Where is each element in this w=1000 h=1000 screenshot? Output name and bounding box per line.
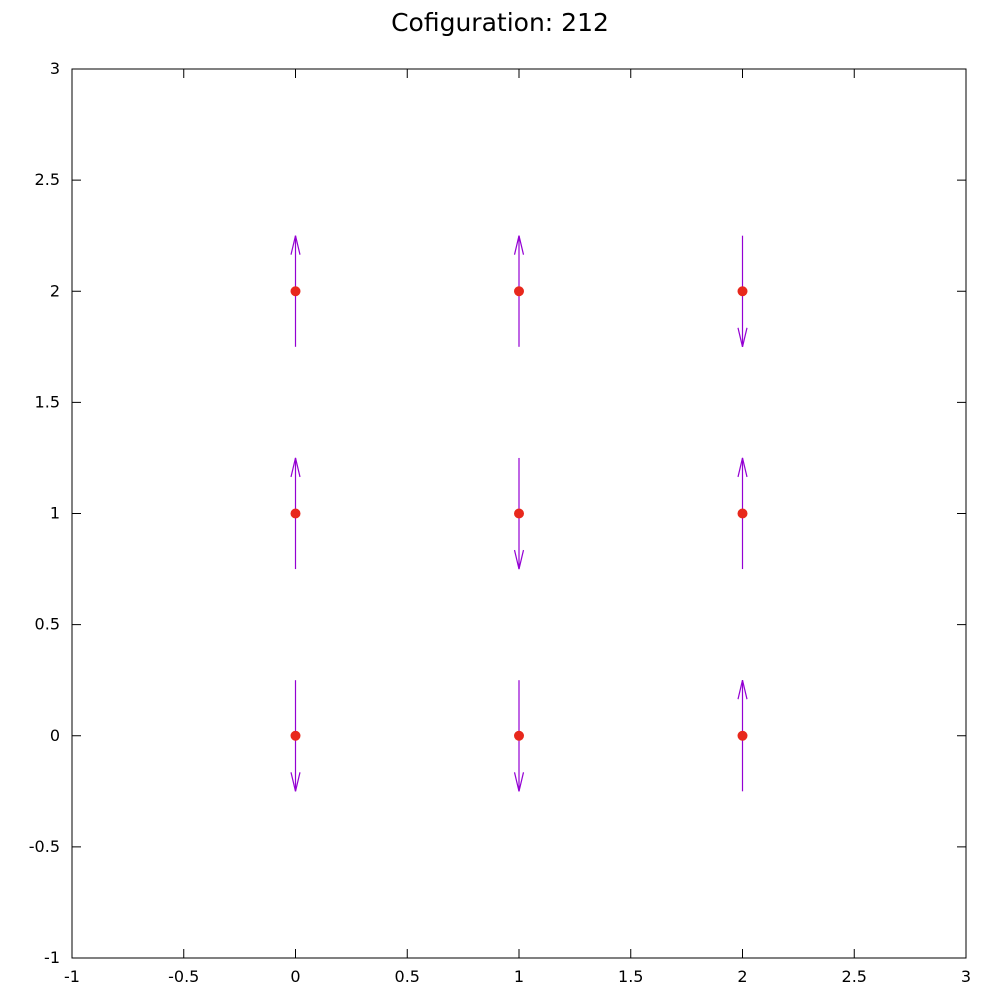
- ticks: [71, 68, 967, 959]
- y-tick-label: 1: [50, 504, 60, 523]
- y-tick-label: -1: [44, 948, 60, 967]
- y-tick-label: 0: [50, 726, 60, 745]
- x-tick-label: 2.5: [842, 967, 867, 986]
- lattice-point: [514, 508, 524, 519]
- arrow-head: [513, 235, 525, 255]
- tick-labels: -1 -0.5 0 0.5 1 1.5 2 2.5 3 -1 -0.5 0 0.5 1 1.5 2 2.5 3: [29, 59, 971, 986]
- x-tick-label: -1: [64, 967, 80, 986]
- x-tick-label: 1: [514, 967, 524, 986]
- y-tick-label: 2: [50, 281, 60, 300]
- arrow-head: [290, 235, 301, 255]
- lattice-points: [290, 286, 748, 741]
- lattice-point: [514, 730, 524, 741]
- x-tick-label: 3: [961, 967, 971, 986]
- lattice-point: [290, 730, 301, 741]
- arrow-head: [290, 772, 301, 792]
- lattice-point: [737, 730, 748, 741]
- x-tick-label: 0.5: [395, 967, 420, 986]
- arrow-head: [737, 680, 748, 700]
- x-tick-label: 1.5: [618, 967, 643, 986]
- x-tick-label: 0: [290, 967, 300, 986]
- x-tick-label: 2: [737, 967, 747, 986]
- y-tick-label: -0.5: [29, 837, 60, 856]
- arrow-head: [290, 457, 301, 478]
- arrow-head: [513, 549, 525, 570]
- lattice-point: [290, 286, 301, 297]
- x-tick-label: -0.5: [168, 967, 199, 986]
- lattice-point: [737, 286, 748, 297]
- y-tick-label: 3: [50, 59, 60, 78]
- chart-title: Cofiguration: 212: [391, 8, 609, 37]
- lattice-point: [737, 508, 748, 519]
- y-tick-label: 1.5: [35, 392, 60, 411]
- arrow-head: [737, 457, 748, 478]
- arrow-head: [737, 327, 748, 347]
- y-tick-label: 2.5: [35, 170, 60, 189]
- lattice-point: [514, 286, 524, 297]
- arrow-head: [513, 772, 525, 792]
- y-tick-label: 0.5: [35, 615, 60, 634]
- lattice-point: [290, 508, 301, 519]
